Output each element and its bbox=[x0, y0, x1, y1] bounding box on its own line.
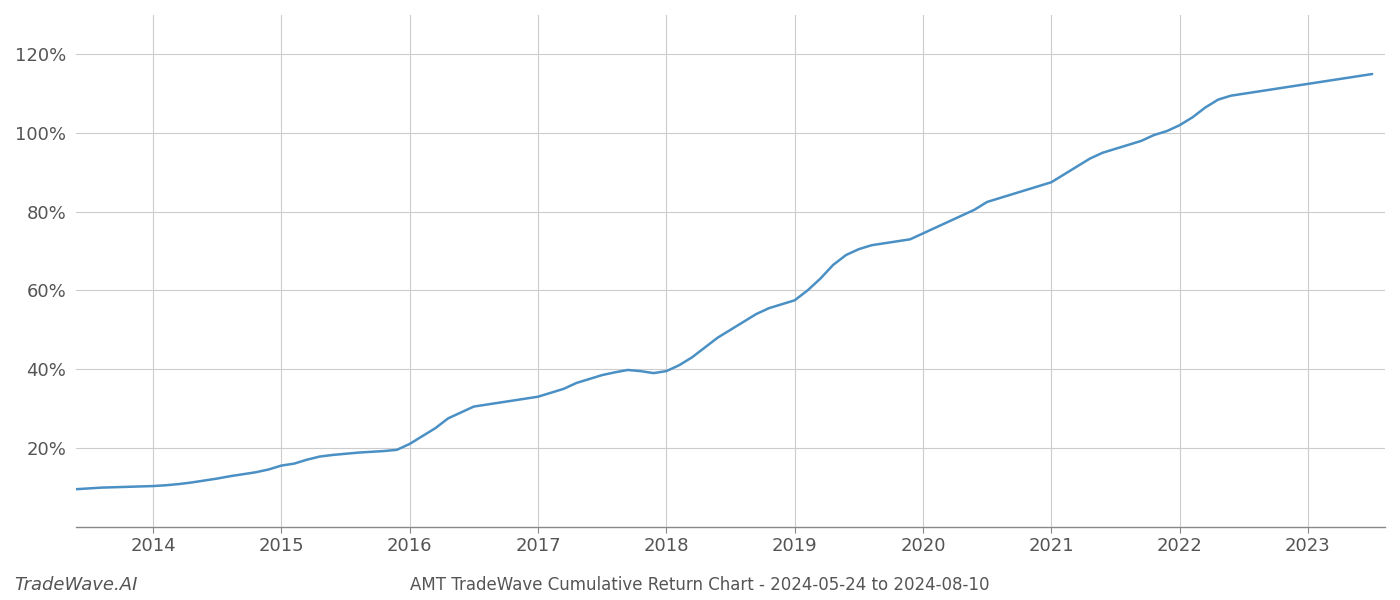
Text: TradeWave.AI: TradeWave.AI bbox=[14, 576, 137, 594]
Text: AMT TradeWave Cumulative Return Chart - 2024-05-24 to 2024-08-10: AMT TradeWave Cumulative Return Chart - … bbox=[410, 576, 990, 594]
